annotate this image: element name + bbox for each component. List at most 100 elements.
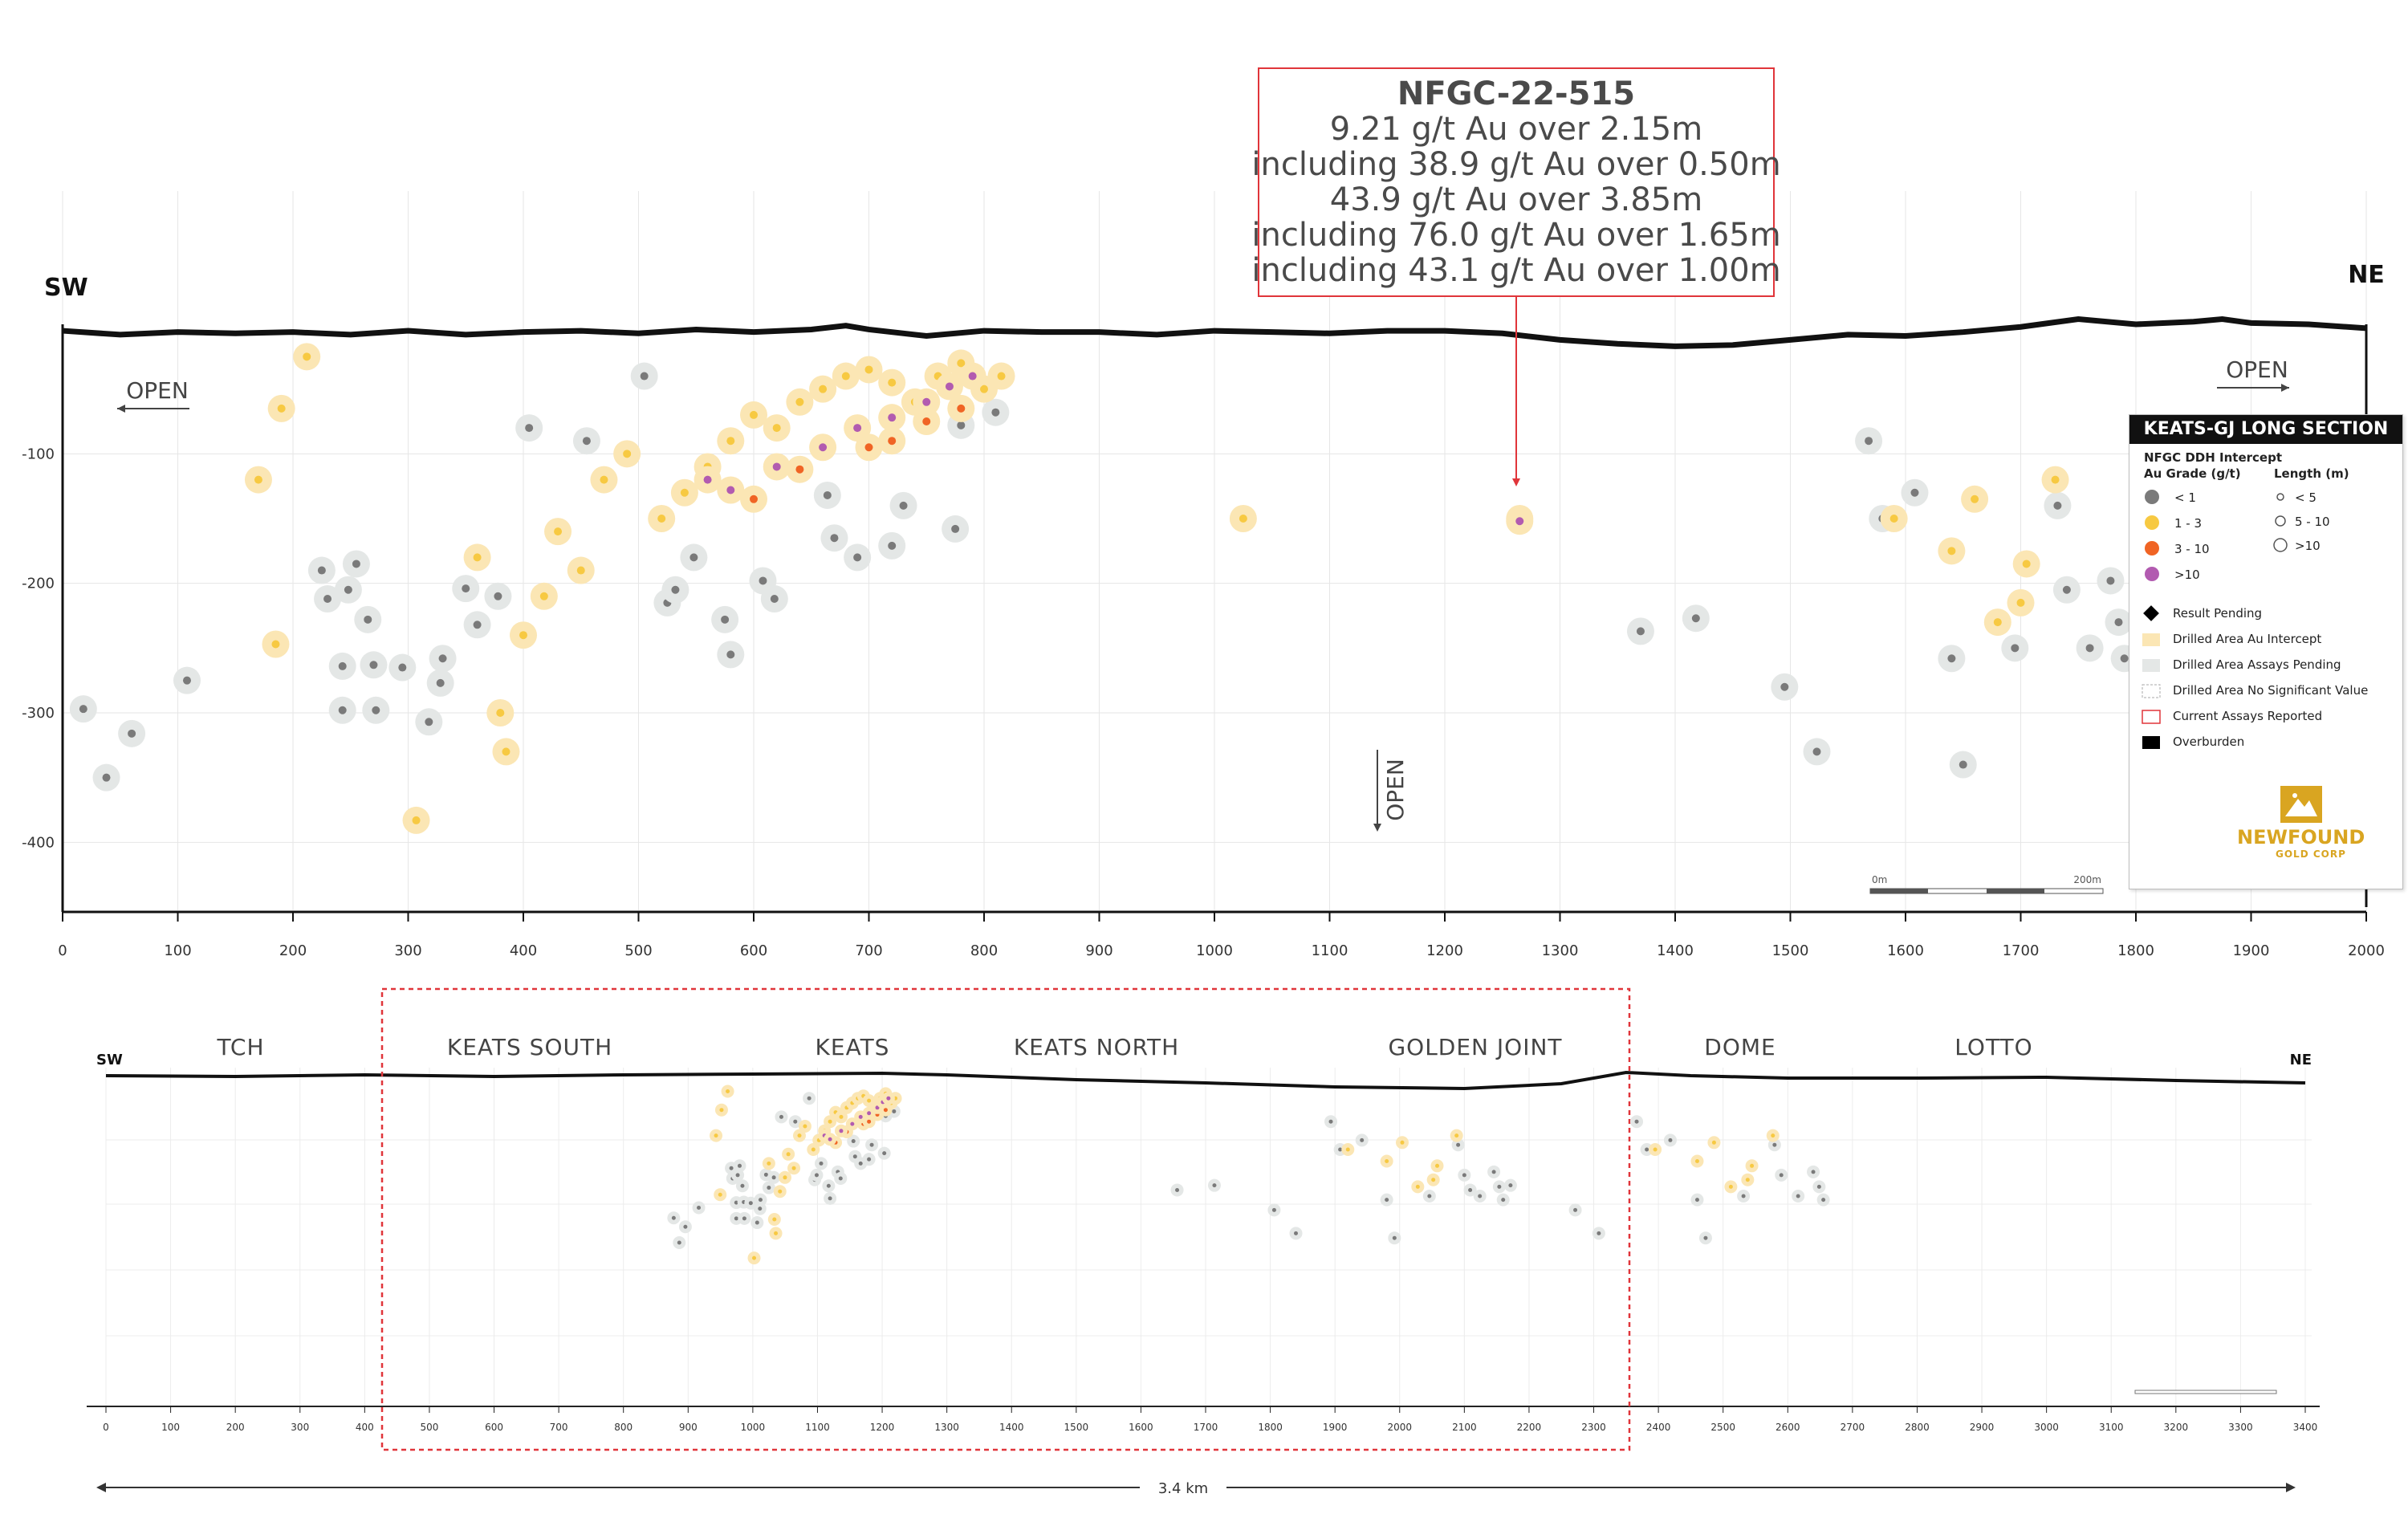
- intercept-point: [271, 640, 280, 649]
- x-tick-label: 1500: [1772, 942, 1809, 959]
- lower-point: [1821, 1198, 1826, 1203]
- intercept-point: [344, 585, 352, 594]
- lower-x-tick-label: 900: [679, 1422, 698, 1433]
- intercept-point: [473, 621, 482, 629]
- lower-point: [851, 1139, 856, 1144]
- intercept-point: [338, 706, 347, 714]
- x-tick-label: 1800: [2117, 942, 2154, 959]
- lower-x-tick-label: 400: [356, 1422, 374, 1433]
- lower-point: [1478, 1194, 1483, 1198]
- lower-point: [1703, 1235, 1708, 1240]
- lower-point: [1779, 1173, 1784, 1178]
- lower-point: [811, 1147, 816, 1152]
- lower-point: [729, 1166, 734, 1170]
- intercept-point: [438, 654, 447, 663]
- lower-point: [1816, 1184, 1821, 1189]
- zone-label: LOTTO: [1954, 1034, 2032, 1060]
- x-tick-label: 1700: [2003, 942, 2040, 959]
- x-tick-label: 300: [394, 942, 421, 959]
- lower-point: [867, 1119, 872, 1124]
- sw-label: SW: [44, 274, 88, 302]
- intercept-point: [1691, 614, 1700, 623]
- intercept-point: [372, 706, 380, 714]
- lower-point: [734, 1200, 738, 1205]
- lower-point: [748, 1201, 753, 1206]
- intercept-point: [1515, 517, 1524, 526]
- lower-point: [767, 1186, 771, 1190]
- lower-point: [1772, 1142, 1777, 1147]
- lower-point: [1653, 1147, 1658, 1152]
- assays-pending-swatch: [2142, 659, 2160, 672]
- lower-point: [774, 1231, 779, 1235]
- lower-point: [671, 1215, 676, 1220]
- intercept-point: [128, 729, 136, 738]
- lower-point: [740, 1183, 745, 1188]
- lower-x-tick-label: 200: [226, 1422, 245, 1433]
- intercept-point: [2022, 560, 2031, 568]
- x-tick-label: 200: [279, 942, 307, 959]
- intercept-point: [864, 443, 873, 452]
- callout-line: 9.21 g/t Au over 2.15m: [1329, 111, 1703, 148]
- lower-point: [779, 1114, 783, 1119]
- x-tick-label: 1600: [1887, 942, 1924, 959]
- intercept-point: [2085, 644, 2094, 653]
- intercept-point: [819, 443, 828, 452]
- callout-leader-arrowhead: [1512, 478, 1520, 486]
- lower-point: [1435, 1163, 1440, 1168]
- intercept-point: [968, 372, 977, 380]
- intercept-point: [841, 372, 850, 380]
- intercept-point: [945, 382, 954, 391]
- length-swatches: [2273, 493, 2288, 552]
- zone-label: KEATS NORTH: [1014, 1034, 1179, 1060]
- grade-label: 1 - 3: [2174, 516, 2203, 531]
- intercept-point: [317, 566, 326, 575]
- lower-point: [828, 1196, 832, 1201]
- intercept-point: [823, 490, 832, 499]
- lower-point: [1745, 1178, 1750, 1182]
- intercept-point: [888, 378, 897, 387]
- lower-point: [752, 1255, 757, 1260]
- intercept-point: [2011, 644, 2020, 653]
- x-tick-label: 1100: [1312, 942, 1348, 959]
- legend-item-swatches: [2142, 605, 2161, 749]
- lower-point: [1645, 1147, 1649, 1152]
- lower-point: [718, 1192, 722, 1197]
- result-pending-swatch: [2143, 605, 2159, 621]
- intercept-point: [726, 486, 735, 494]
- zone-label: KEATS: [816, 1034, 890, 1060]
- lower-point: [867, 1111, 872, 1116]
- legend-subtitle: NFGC DDH Intercept: [2144, 450, 2282, 465]
- scale-seg: [1987, 889, 2044, 893]
- lower-point: [826, 1183, 831, 1188]
- open-right-arrowhead: [2281, 384, 2289, 392]
- intercept-point: [1947, 654, 1956, 663]
- lower-point: [1597, 1231, 1601, 1235]
- zone-label: GOLDEN JOINT: [1388, 1034, 1562, 1060]
- lower-point: [814, 1173, 819, 1178]
- lower-point: [1811, 1170, 1816, 1174]
- lower-point: [677, 1240, 681, 1245]
- callout-box: NFGC-22-515 9.21 g/t Au over 2.15m inclu…: [1251, 67, 1781, 297]
- lower-x-tick-label: 1500: [1064, 1422, 1089, 1433]
- lower-x-tick-label: 800: [614, 1422, 633, 1433]
- legend-item: Overburden: [2173, 735, 2245, 749]
- lower-x-tick-label: 1200: [870, 1422, 895, 1433]
- callout-line: including 76.0 g/t Au over 1.65m: [1251, 217, 1781, 254]
- intercept-point: [2016, 598, 2025, 607]
- lower-point: [778, 1189, 783, 1194]
- lower-point: [683, 1224, 688, 1229]
- overburden-swatch: [2142, 736, 2160, 749]
- legend-panel: KEATS-GJ LONG SECTION NFGC DDH Intercept…: [2129, 414, 2403, 889]
- intercept-point: [2053, 501, 2062, 510]
- intercept-point: [899, 501, 908, 510]
- lower-x-tick-label: 3000: [2034, 1422, 2059, 1433]
- intercept-point: [525, 424, 534, 433]
- lower-point: [786, 1152, 791, 1157]
- intercept-point: [772, 462, 781, 471]
- intercept-point: [2106, 576, 2115, 585]
- intercept-point: [102, 773, 111, 782]
- lower-x-tick-label: 2500: [1710, 1422, 1735, 1433]
- lower-x-tick-label: 2300: [1581, 1422, 1606, 1433]
- intercept-point: [323, 595, 332, 604]
- lower-point: [1462, 1173, 1466, 1178]
